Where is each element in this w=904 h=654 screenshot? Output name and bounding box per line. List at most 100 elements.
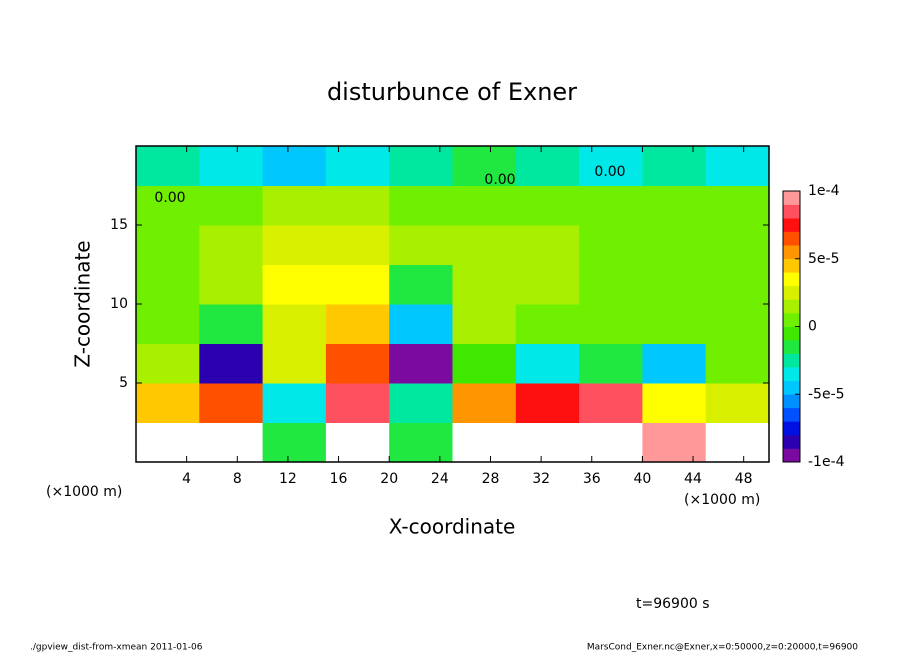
colorbar-band bbox=[783, 285, 800, 300]
field-cell bbox=[579, 185, 643, 226]
x-tick-label: 8 bbox=[233, 471, 242, 487]
field-cell bbox=[452, 225, 517, 265]
field-cell bbox=[642, 225, 707, 265]
x-tick-label: 32 bbox=[532, 471, 550, 487]
colorbar-band bbox=[783, 312, 800, 327]
colorbar-band bbox=[783, 299, 800, 314]
field-cell bbox=[199, 264, 264, 305]
field-cell bbox=[325, 225, 390, 265]
field-cell bbox=[262, 343, 327, 384]
colorbar-tick-label: -1e-4 bbox=[808, 454, 845, 470]
field-cell bbox=[136, 422, 200, 463]
field-cell bbox=[262, 422, 327, 463]
field-cell bbox=[262, 304, 327, 344]
x-axis-label: X-coordinate bbox=[389, 515, 516, 539]
field-cell bbox=[452, 343, 517, 384]
field-cell bbox=[136, 304, 200, 344]
field-cell bbox=[325, 146, 390, 186]
field-cell bbox=[325, 422, 390, 463]
colorbar-band bbox=[783, 272, 800, 287]
colorbar-band bbox=[783, 380, 800, 395]
field-cell bbox=[642, 304, 707, 344]
field-cell bbox=[389, 225, 453, 265]
field-cell bbox=[325, 304, 390, 344]
field-cell bbox=[452, 264, 517, 305]
field-cell bbox=[452, 304, 517, 344]
x-tick-label: 16 bbox=[330, 471, 348, 487]
colorbar-band bbox=[783, 434, 800, 449]
field-cell bbox=[199, 304, 264, 344]
field-cell bbox=[705, 383, 770, 423]
field-cell bbox=[199, 422, 264, 463]
colorbar-tick-label: 0 bbox=[808, 319, 817, 335]
field-cell bbox=[325, 185, 390, 226]
field-cell bbox=[579, 146, 643, 186]
contour-label: 0.00 bbox=[154, 190, 185, 206]
x-tick-label: 4 bbox=[182, 471, 191, 487]
field-cell bbox=[199, 225, 264, 265]
field-cell bbox=[642, 146, 707, 186]
colorbar-band bbox=[783, 258, 800, 273]
field-cell bbox=[262, 383, 327, 423]
field-cell bbox=[579, 225, 643, 265]
colorbar-band bbox=[783, 231, 800, 246]
field-cell bbox=[389, 264, 453, 305]
field-cell bbox=[705, 264, 770, 305]
field-cell bbox=[515, 422, 580, 463]
colorbar-band bbox=[783, 394, 800, 409]
y-tick-label: 10 bbox=[110, 296, 128, 312]
field-cell bbox=[325, 264, 390, 305]
field-cell bbox=[262, 225, 327, 265]
field-cell bbox=[136, 264, 200, 305]
x-tick-label: 36 bbox=[583, 471, 601, 487]
field-cell bbox=[136, 185, 200, 226]
field-cell bbox=[515, 185, 580, 226]
x-tick-label: 44 bbox=[684, 471, 702, 487]
x-tick-label: 24 bbox=[431, 471, 449, 487]
field-cell bbox=[642, 422, 707, 463]
field-cell bbox=[262, 185, 327, 226]
field-cell bbox=[452, 422, 517, 463]
field-cell bbox=[389, 343, 453, 384]
colorbar-band bbox=[783, 204, 800, 219]
field-cell bbox=[515, 343, 580, 384]
field-cell bbox=[579, 343, 643, 384]
colorbar-band bbox=[783, 421, 800, 436]
field-cell bbox=[452, 146, 517, 186]
field-cell bbox=[579, 264, 643, 305]
x-tick-label: 48 bbox=[735, 471, 753, 487]
chart-title: disturbunce of Exner bbox=[327, 78, 577, 106]
field-cell bbox=[325, 343, 390, 384]
colorbar-band bbox=[783, 191, 800, 205]
field-cell bbox=[136, 343, 200, 384]
colorbar-band bbox=[783, 245, 800, 260]
field-cell bbox=[199, 383, 264, 423]
contour-label: 0.00 bbox=[594, 164, 625, 180]
field-cell bbox=[389, 146, 453, 186]
field-cell bbox=[642, 383, 707, 423]
field-cell bbox=[136, 383, 200, 423]
field-cell bbox=[579, 304, 643, 344]
field-cell bbox=[705, 146, 770, 186]
field-cell bbox=[642, 343, 707, 384]
time-label: t=96900 s bbox=[636, 596, 710, 612]
field-cell bbox=[642, 185, 707, 226]
colorbar-band bbox=[783, 367, 800, 381]
field-cell bbox=[705, 422, 770, 463]
field-cell bbox=[389, 304, 453, 344]
field-cell bbox=[262, 264, 327, 305]
field-cell bbox=[199, 185, 264, 226]
field-cell bbox=[136, 225, 200, 265]
x-tick-label: 28 bbox=[482, 471, 500, 487]
field-cell bbox=[136, 146, 200, 186]
field-cell bbox=[515, 304, 580, 344]
x-unit: (×1000 m) bbox=[46, 484, 122, 500]
field-cell bbox=[262, 146, 327, 186]
field-cell bbox=[515, 146, 580, 186]
field-cell bbox=[199, 146, 264, 186]
field-cell bbox=[389, 383, 453, 423]
y-axis-label: Z-coordinate bbox=[71, 240, 95, 367]
colorbar-band bbox=[783, 218, 800, 232]
colorbar-band bbox=[783, 340, 800, 354]
